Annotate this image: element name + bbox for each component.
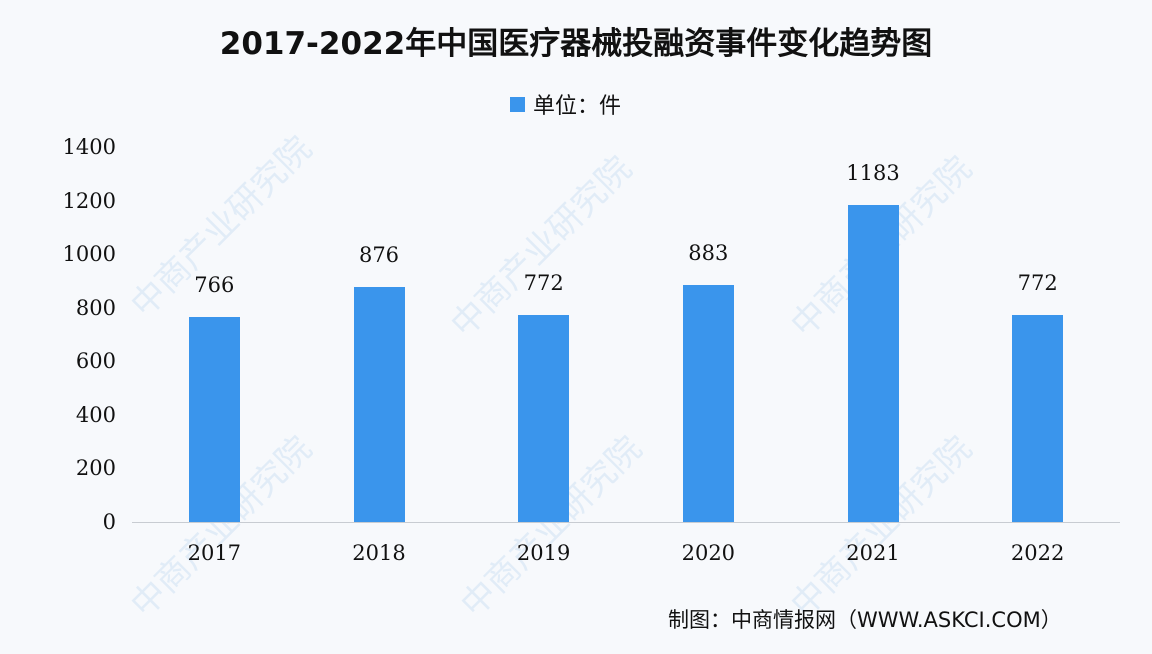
bar-2019: [518, 315, 570, 522]
x-axis-line: [132, 522, 1120, 523]
x-tick-label: 2020: [681, 541, 736, 565]
legend: 单位：件: [510, 88, 621, 120]
legend-swatch: [510, 96, 525, 112]
x-tick-label: 2018: [352, 541, 406, 565]
y-tick-label: 1000: [62, 242, 116, 267]
bar-2021: [847, 205, 899, 522]
value-label: 883: [688, 241, 729, 266]
bar-2017: [188, 316, 240, 522]
x-tick-label: 2019: [516, 541, 571, 565]
x-tick-label: 2021: [846, 541, 900, 565]
bar-2018: [353, 287, 405, 522]
value-label: 1183: [846, 161, 900, 186]
y-tick-label: 400: [75, 402, 116, 427]
value-label: 876: [358, 243, 400, 268]
value-label: 772: [523, 271, 564, 296]
x-tick-label: 2022: [1010, 541, 1065, 565]
bar-2020: [682, 285, 734, 522]
source-note: 制图：中商情报网（WWW.ASKCI.COM）: [668, 608, 1062, 632]
legend-label: 单位：件: [533, 94, 622, 119]
y-tick-label: 1400: [62, 135, 116, 159]
y-tick-label: 600: [75, 349, 116, 374]
chart-title: 2017-2022年中国医疗器械投融资事件变化趋势图: [219, 26, 933, 62]
y-tick-label: 200: [75, 456, 116, 481]
y-tick-label: 800: [75, 295, 116, 320]
value-label: 766: [194, 272, 235, 297]
x-tick-label: 2017: [187, 541, 242, 565]
value-label: 772: [1017, 271, 1058, 296]
y-tick-label: 0: [102, 510, 116, 534]
y-tick-label: 1200: [62, 188, 116, 213]
bar-2022: [1012, 315, 1064, 522]
